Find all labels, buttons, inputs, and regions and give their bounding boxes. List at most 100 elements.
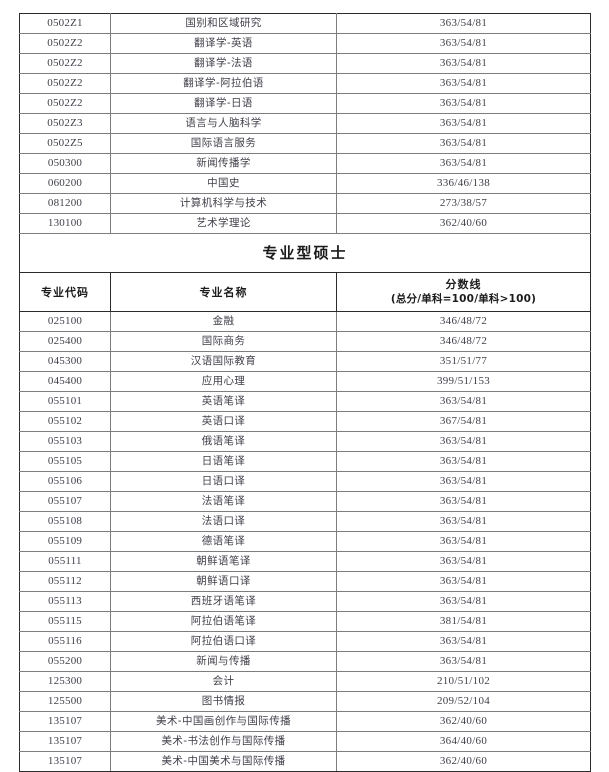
cell-major-name: 图书情报 xyxy=(110,691,337,712)
cell-major-name: 阿拉伯语笔译 xyxy=(110,611,337,632)
cell-score-line: 363/54/81 xyxy=(336,531,591,552)
cell-major-code: 055111 xyxy=(19,551,111,572)
cell-major-name: 金融 xyxy=(110,311,337,332)
cell-score-line: 363/54/81 xyxy=(336,73,591,94)
cell-major-code: 135107 xyxy=(19,751,111,772)
column-header-major-name: 专业名称 xyxy=(110,272,337,312)
cell-major-name: 翻译学-法语 xyxy=(110,53,337,74)
table-row: 055116 阿拉伯语口译 363/54/81 xyxy=(19,631,591,652)
cell-major-name: 德语笔译 xyxy=(110,531,337,552)
table-row: 0502Z1 国别和区域研究 363/54/81 xyxy=(19,13,591,34)
cell-score-line: 210/51/102 xyxy=(336,671,591,692)
cell-major-name: 新闻与传播 xyxy=(110,651,337,672)
cell-major-name: 俄语笔译 xyxy=(110,431,337,452)
table-row: 125500 图书情报 209/52/104 xyxy=(19,691,591,712)
cell-score-line: 381/54/81 xyxy=(336,611,591,632)
cell-major-code: 055103 xyxy=(19,431,111,452)
cell-major-name: 美术-中国美术与国际传播 xyxy=(110,751,337,772)
cell-score-line: 363/54/81 xyxy=(336,153,591,174)
cell-score-line: 363/54/81 xyxy=(336,571,591,592)
cell-major-code: 055105 xyxy=(19,451,111,472)
cell-score-line: 346/48/72 xyxy=(336,331,591,352)
cell-major-name: 日语口译 xyxy=(110,471,337,492)
cell-major-name: 日语笔译 xyxy=(110,451,337,472)
cell-score-line: 363/54/81 xyxy=(336,13,591,34)
table-row: 045400 应用心理 399/51/153 xyxy=(19,371,591,392)
cell-major-name: 国际语言服务 xyxy=(110,133,337,154)
cell-major-code: 055102 xyxy=(19,411,111,432)
table-row: 055113 西班牙语笔译 363/54/81 xyxy=(19,591,591,612)
cell-score-line: 363/54/81 xyxy=(336,551,591,572)
cell-major-code: 050300 xyxy=(19,153,111,174)
cell-major-name: 美术-书法创作与国际传播 xyxy=(110,731,337,752)
table-row: 055103 俄语笔译 363/54/81 xyxy=(19,431,591,452)
cell-major-name: 语言与人脑科学 xyxy=(110,113,337,134)
cell-major-code: 081200 xyxy=(19,193,111,214)
cell-major-name: 计算机科学与技术 xyxy=(110,193,337,214)
cell-score-line: 363/54/81 xyxy=(336,471,591,492)
table-row: 135107 美术-书法创作与国际传播 364/40/60 xyxy=(19,731,591,752)
cell-major-name: 法语笔译 xyxy=(110,491,337,512)
cell-score-line: 362/40/60 xyxy=(336,711,591,732)
cell-major-code: 0502Z3 xyxy=(19,113,111,134)
cell-score-line: 363/54/81 xyxy=(336,431,591,452)
cell-score-line: 364/40/60 xyxy=(336,731,591,752)
cell-score-line: 363/54/81 xyxy=(336,491,591,512)
cell-major-code: 055116 xyxy=(19,631,111,652)
cell-major-code: 055106 xyxy=(19,471,111,492)
table-row: 125300 会计 210/51/102 xyxy=(19,671,591,692)
cell-score-line: 363/54/81 xyxy=(336,511,591,532)
cell-major-code: 045300 xyxy=(19,351,111,372)
cell-score-line: 363/54/81 xyxy=(336,33,591,54)
cell-major-code: 0502Z5 xyxy=(19,133,111,154)
table-row: 055200 新闻与传播 363/54/81 xyxy=(19,651,591,672)
cell-major-name: 朝鲜语笔译 xyxy=(110,551,337,572)
cell-major-name: 汉语国际教育 xyxy=(110,351,337,372)
cell-major-name: 翻译学-阿拉伯语 xyxy=(110,73,337,94)
cell-major-code: 0502Z2 xyxy=(19,33,111,54)
cell-score-line: 362/40/60 xyxy=(336,751,591,772)
cell-major-code: 055109 xyxy=(19,531,111,552)
table-row: 0502Z2 翻译学-法语 363/54/81 xyxy=(19,53,591,74)
cell-score-line: 363/54/81 xyxy=(336,391,591,412)
cell-score-line: 363/54/81 xyxy=(336,133,591,154)
cell-major-name: 英语口译 xyxy=(110,411,337,432)
cell-major-code: 055101 xyxy=(19,391,111,412)
section-title-row: 专业型硕士 xyxy=(19,233,591,273)
cell-major-code: 025100 xyxy=(19,311,111,332)
column-header-score-line: 分数线 (总分/单科=100/单科>100) xyxy=(336,272,591,312)
table-row: 055105 日语笔译 363/54/81 xyxy=(19,451,591,472)
table-row: 060200 中国史 336/46/138 xyxy=(19,173,591,194)
table-row: 055106 日语口译 363/54/81 xyxy=(19,471,591,492)
table-row: 130100 艺术学理论 362/40/60 xyxy=(19,213,591,234)
table-row: 055109 德语笔译 363/54/81 xyxy=(19,531,591,552)
column-header-major-code: 专业代码 xyxy=(19,272,111,312)
cell-major-code: 135107 xyxy=(19,711,111,732)
cell-score-line: 367/54/81 xyxy=(336,411,591,432)
cell-major-name: 翻译学-英语 xyxy=(110,33,337,54)
cell-score-line: 363/54/81 xyxy=(336,113,591,134)
cell-major-name: 新闻传播学 xyxy=(110,153,337,174)
cell-major-code: 055113 xyxy=(19,591,111,612)
admission-score-table: 0502Z1 国别和区域研究 363/54/81 0502Z2 翻译学-英语 3… xyxy=(19,13,591,772)
cell-major-name: 国际商务 xyxy=(110,331,337,352)
cell-major-name: 艺术学理论 xyxy=(110,213,337,234)
cell-major-code: 055108 xyxy=(19,511,111,532)
cell-major-name: 国别和区域研究 xyxy=(110,13,337,34)
table-row: 081200 计算机科学与技术 273/38/57 xyxy=(19,193,591,214)
table-row: 050300 新闻传播学 363/54/81 xyxy=(19,153,591,174)
table-row: 045300 汉语国际教育 351/51/77 xyxy=(19,351,591,372)
table-row: 135107 美术-中国画创作与国际传播 362/40/60 xyxy=(19,711,591,732)
table-row: 055107 法语笔译 363/54/81 xyxy=(19,491,591,512)
cell-major-code: 045400 xyxy=(19,371,111,392)
table-row: 025400 国际商务 346/48/72 xyxy=(19,331,591,352)
table-row: 0502Z5 国际语言服务 363/54/81 xyxy=(19,133,591,154)
table-header-row: 专业代码 专业名称 分数线 (总分/单科=100/单科>100) xyxy=(19,272,591,312)
cell-major-code: 055107 xyxy=(19,491,111,512)
cell-score-line: 363/54/81 xyxy=(336,631,591,652)
table-row: 055115 阿拉伯语笔译 381/54/81 xyxy=(19,611,591,632)
cell-major-code: 125300 xyxy=(19,671,111,692)
cell-major-name: 翻译学-日语 xyxy=(110,93,337,114)
cell-score-line: 399/51/153 xyxy=(336,371,591,392)
cell-major-code: 0502Z2 xyxy=(19,93,111,114)
